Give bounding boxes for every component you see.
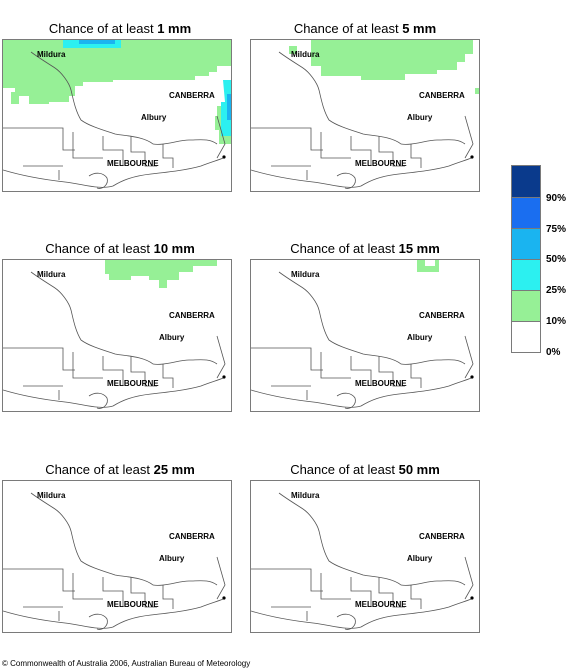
panel-title-50mm: Chance of at least 50 mm bbox=[290, 462, 440, 477]
legend-label-90: 90% bbox=[546, 193, 567, 204]
label-albury: Albury bbox=[407, 554, 433, 563]
panel-title-15mm: Chance of at least 15 mm bbox=[290, 241, 440, 256]
legend-label-0: 0% bbox=[546, 347, 561, 358]
panel-title-10mm: Chance of at least 10 mm bbox=[45, 241, 195, 256]
legend-swatch-50 bbox=[512, 228, 540, 259]
map-5mm-svg bbox=[251, 40, 479, 189]
copyright-notice: © Commonwealth of Australia 2006, Austra… bbox=[2, 659, 251, 668]
label-melbourne: MELBOURNE bbox=[107, 379, 159, 388]
legend-swatch-90 bbox=[512, 166, 540, 197]
panel-title-1mm: Chance of at least 1 mm bbox=[48, 21, 192, 36]
label-melbourne: MELBOURNE bbox=[355, 159, 407, 168]
map-10mm-svg bbox=[3, 260, 226, 409]
label-melbourne: MELBOURNE bbox=[355, 600, 407, 609]
label-canberra: CANBERRA bbox=[419, 311, 465, 320]
label-albury: Albury bbox=[407, 333, 433, 342]
legend-label-50: 50% bbox=[546, 254, 567, 265]
legend-label-10: 10% bbox=[546, 316, 567, 327]
label-mildura: Mildura bbox=[37, 491, 66, 500]
map-panel-50mm: Mildura CANBERRA Albury MELBOURNE bbox=[250, 480, 480, 633]
label-mildura: Mildura bbox=[291, 50, 320, 59]
label-mildura: Mildura bbox=[37, 50, 66, 59]
map-panel-25mm: Mildura CANBERRA Albury MELBOURNE bbox=[2, 480, 232, 633]
legend-swatch-10 bbox=[512, 290, 540, 321]
legend-swatch-25 bbox=[512, 259, 540, 290]
panel-title-25mm: Chance of at least 25 mm bbox=[45, 462, 195, 477]
legend-swatch-75 bbox=[512, 197, 540, 228]
map-50mm-svg bbox=[251, 492, 474, 630]
legend-label-25: 25% bbox=[546, 285, 567, 296]
map-1mm-svg bbox=[3, 40, 231, 189]
label-mildura: Mildura bbox=[291, 491, 320, 500]
label-melbourne: MELBOURNE bbox=[107, 600, 159, 609]
legend-swatch-0 bbox=[512, 321, 540, 352]
label-melbourne: MELBOURNE bbox=[355, 379, 407, 388]
label-albury: Albury bbox=[159, 333, 185, 342]
label-canberra: CANBERRA bbox=[169, 532, 215, 541]
label-melbourne: MELBOURNE bbox=[107, 159, 159, 168]
map-15mm-svg bbox=[251, 260, 474, 409]
map-panel-15mm: Mildura CANBERRA Albury MELBOURNE bbox=[250, 259, 480, 412]
label-canberra: CANBERRA bbox=[419, 91, 465, 100]
label-canberra: CANBERRA bbox=[169, 91, 215, 100]
label-mildura: Mildura bbox=[37, 270, 66, 279]
label-canberra: CANBERRA bbox=[419, 532, 465, 541]
label-albury: Albury bbox=[159, 554, 185, 563]
label-canberra: CANBERRA bbox=[169, 311, 215, 320]
map-25mm-svg bbox=[3, 492, 226, 630]
label-albury: Albury bbox=[407, 113, 433, 122]
legend-color-scale bbox=[511, 165, 541, 353]
map-panel-1mm: Mildura CANBERRA Albury MELBOURNE bbox=[2, 39, 232, 192]
label-mildura: Mildura bbox=[291, 270, 320, 279]
map-panel-10mm: Mildura CANBERRA Albury MELBOURNE bbox=[2, 259, 232, 412]
label-albury: Albury bbox=[141, 113, 167, 122]
panel-title-5mm: Chance of at least 5 mm bbox=[293, 21, 437, 36]
legend-label-75: 75% bbox=[546, 224, 567, 235]
map-panel-5mm: Mildura CANBERRA Albury MELBOURNE bbox=[250, 39, 480, 192]
